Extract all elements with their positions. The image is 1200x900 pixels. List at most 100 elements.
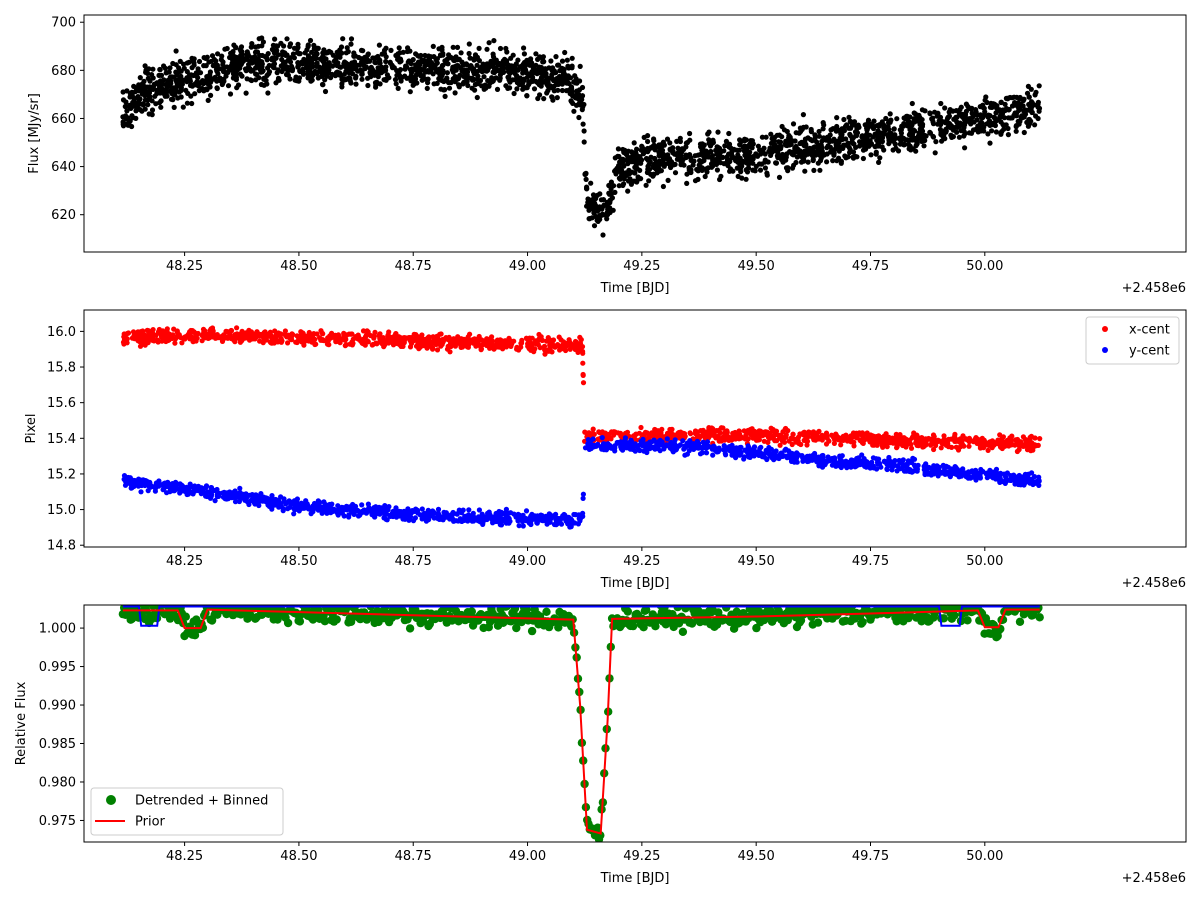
data-point bbox=[209, 329, 215, 335]
data-point bbox=[376, 42, 382, 48]
data-point bbox=[140, 341, 146, 347]
data-point bbox=[437, 52, 444, 59]
data-point bbox=[789, 441, 795, 448]
data-point bbox=[590, 430, 596, 436]
data-point bbox=[726, 435, 732, 441]
data-point bbox=[841, 142, 847, 148]
data-point bbox=[259, 59, 265, 65]
data-point bbox=[660, 139, 667, 145]
data-point bbox=[529, 69, 535, 75]
data-point bbox=[937, 114, 944, 120]
data-point bbox=[329, 501, 335, 507]
data-point bbox=[249, 41, 255, 47]
data-point bbox=[720, 436, 726, 442]
data-point bbox=[780, 159, 786, 165]
data-point bbox=[583, 171, 589, 177]
data-point bbox=[1013, 128, 1019, 134]
data-point bbox=[881, 147, 887, 153]
data-point bbox=[653, 166, 659, 172]
data-point bbox=[608, 436, 614, 442]
data-point bbox=[821, 122, 827, 128]
data-point bbox=[497, 77, 503, 83]
data-point bbox=[738, 164, 744, 170]
data-point bbox=[370, 333, 376, 339]
data-point bbox=[859, 430, 866, 436]
data-point bbox=[514, 86, 520, 92]
data-point bbox=[819, 437, 825, 443]
data-point bbox=[389, 62, 395, 68]
data-point bbox=[804, 442, 810, 448]
data-point bbox=[1005, 132, 1012, 138]
data-point bbox=[170, 97, 176, 103]
data-point bbox=[126, 119, 132, 126]
data-point bbox=[962, 145, 968, 151]
data-point bbox=[933, 139, 939, 145]
data-point bbox=[236, 60, 242, 67]
data-point bbox=[120, 89, 126, 95]
data-point bbox=[464, 78, 470, 84]
data-point bbox=[775, 155, 781, 161]
data-point bbox=[645, 138, 651, 145]
data-point bbox=[481, 74, 487, 80]
data-point bbox=[597, 216, 603, 222]
data-point bbox=[564, 57, 570, 63]
data-point bbox=[921, 143, 927, 149]
data-point bbox=[172, 340, 178, 346]
data-point bbox=[163, 81, 169, 88]
data-point bbox=[193, 70, 199, 76]
data-point bbox=[322, 88, 329, 95]
data-point bbox=[793, 130, 799, 136]
data-point bbox=[500, 69, 507, 75]
data-point bbox=[537, 54, 543, 60]
data-point bbox=[905, 141, 912, 148]
data-point bbox=[519, 340, 525, 346]
data-point bbox=[772, 134, 778, 140]
data-point bbox=[506, 62, 512, 68]
data-point bbox=[1017, 106, 1023, 112]
data-point bbox=[571, 108, 577, 114]
data-point bbox=[166, 337, 172, 343]
data-point bbox=[704, 429, 710, 435]
data-point bbox=[910, 146, 916, 152]
data-point bbox=[214, 85, 220, 91]
data-point bbox=[437, 331, 443, 337]
data-point bbox=[710, 452, 716, 458]
data-point bbox=[146, 336, 152, 342]
data-point bbox=[295, 338, 301, 344]
data-point bbox=[877, 155, 883, 161]
data-point bbox=[360, 328, 367, 334]
data-point bbox=[957, 444, 963, 450]
data-point bbox=[665, 152, 671, 158]
data-point bbox=[306, 506, 312, 512]
data-point bbox=[319, 330, 325, 336]
data-point bbox=[986, 441, 992, 447]
data-point bbox=[305, 44, 311, 50]
data-point bbox=[939, 138, 945, 144]
data-point bbox=[565, 342, 572, 348]
data-point bbox=[405, 59, 411, 65]
data-point bbox=[919, 107, 926, 113]
data-point bbox=[526, 346, 532, 352]
data-point bbox=[835, 437, 842, 443]
data-point bbox=[435, 336, 441, 342]
data-point bbox=[347, 75, 353, 81]
data-point bbox=[535, 95, 541, 102]
data-point bbox=[407, 344, 414, 350]
data-point bbox=[736, 428, 742, 434]
data-point bbox=[454, 44, 461, 51]
data-point bbox=[757, 167, 764, 173]
data-point bbox=[237, 339, 243, 345]
data-point bbox=[970, 127, 977, 133]
data-point bbox=[893, 431, 899, 437]
data-point bbox=[803, 141, 809, 147]
data-point bbox=[889, 435, 896, 441]
data-point bbox=[467, 55, 473, 61]
data-point bbox=[167, 65, 173, 71]
data-point bbox=[590, 206, 596, 212]
data-point bbox=[231, 42, 237, 48]
data-point bbox=[710, 137, 716, 143]
data-point bbox=[1013, 124, 1019, 130]
data-point bbox=[528, 61, 534, 68]
data-point bbox=[834, 123, 840, 130]
data-point bbox=[978, 440, 985, 446]
